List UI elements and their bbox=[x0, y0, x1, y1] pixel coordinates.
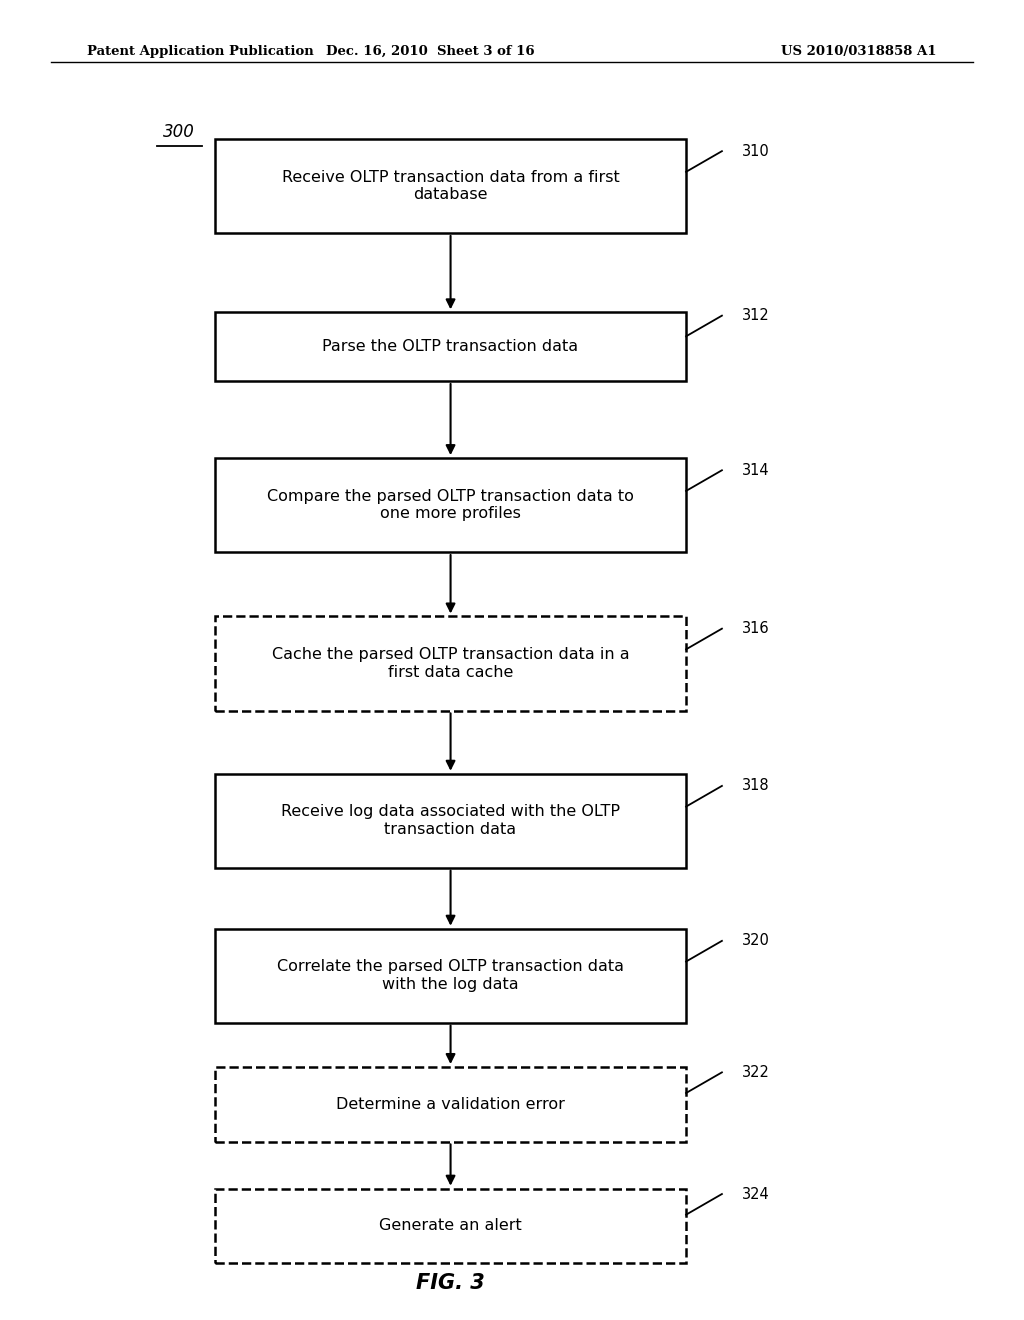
Text: 320: 320 bbox=[742, 933, 770, 948]
Text: FIG. 3: FIG. 3 bbox=[416, 1274, 485, 1294]
Text: 314: 314 bbox=[742, 463, 770, 478]
Bar bbox=[215, 1067, 686, 1142]
Bar bbox=[215, 313, 686, 381]
Text: US 2010/0318858 A1: US 2010/0318858 A1 bbox=[781, 45, 937, 58]
Bar bbox=[215, 774, 686, 867]
Bar bbox=[215, 928, 686, 1023]
Text: Cache the parsed OLTP transaction data in a
first data cache: Cache the parsed OLTP transaction data i… bbox=[271, 647, 630, 680]
Bar bbox=[215, 458, 686, 552]
Text: Receive log data associated with the OLTP
transaction data: Receive log data associated with the OLT… bbox=[281, 804, 621, 837]
Text: Parse the OLTP transaction data: Parse the OLTP transaction data bbox=[323, 339, 579, 354]
Bar bbox=[215, 1188, 686, 1263]
Text: Generate an alert: Generate an alert bbox=[379, 1218, 522, 1233]
Text: Determine a validation error: Determine a validation error bbox=[336, 1097, 565, 1111]
Text: Patent Application Publication: Patent Application Publication bbox=[87, 45, 313, 58]
Text: 322: 322 bbox=[742, 1065, 770, 1080]
Text: Compare the parsed OLTP transaction data to
one more profiles: Compare the parsed OLTP transaction data… bbox=[267, 488, 634, 521]
Text: Dec. 16, 2010  Sheet 3 of 16: Dec. 16, 2010 Sheet 3 of 16 bbox=[326, 45, 535, 58]
Bar bbox=[215, 616, 686, 710]
Text: 318: 318 bbox=[742, 779, 770, 793]
Text: 300: 300 bbox=[163, 123, 196, 141]
Text: Receive OLTP transaction data from a first
database: Receive OLTP transaction data from a fir… bbox=[282, 170, 620, 202]
Text: Correlate the parsed OLTP transaction data
with the log data: Correlate the parsed OLTP transaction da… bbox=[278, 960, 624, 991]
Text: 324: 324 bbox=[742, 1187, 770, 1201]
Text: 312: 312 bbox=[742, 308, 770, 323]
Text: 310: 310 bbox=[742, 144, 770, 158]
Bar bbox=[215, 139, 686, 234]
Text: 316: 316 bbox=[742, 622, 770, 636]
